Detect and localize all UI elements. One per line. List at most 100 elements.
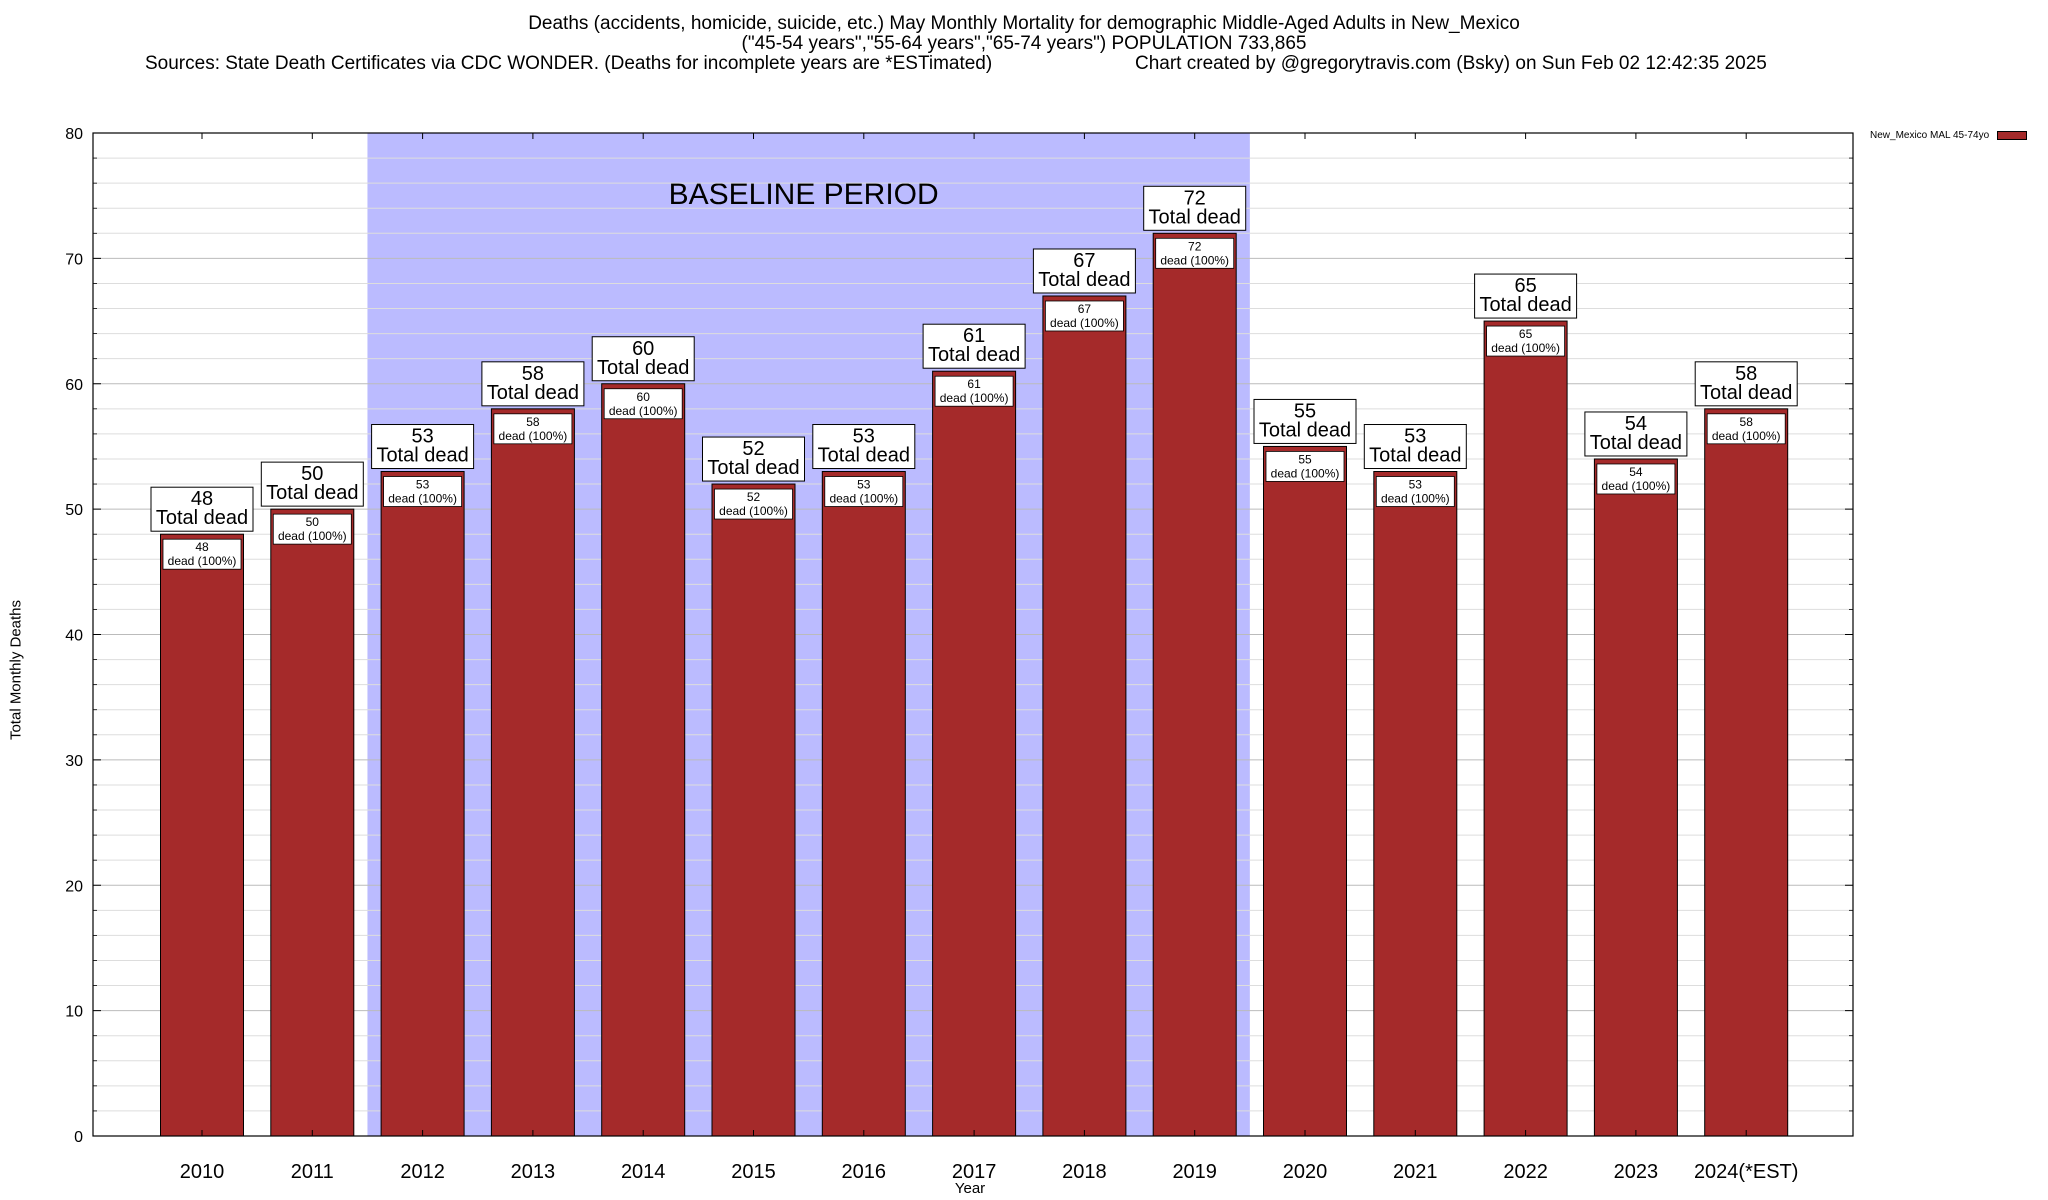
inner-percent-label: dead (100%) bbox=[829, 492, 898, 506]
chart-subtitle: ("45-54 years","55-64 years","65-74 year… bbox=[741, 33, 1307, 54]
bar-2014 bbox=[601, 383, 686, 1137]
data-label: 53 bbox=[411, 426, 433, 448]
y-tick-label: 50 bbox=[65, 502, 83, 519]
inner-value-label: 72 bbox=[1188, 239, 1202, 253]
bar-2017 bbox=[932, 370, 1017, 1137]
x-tick-label: 2021 bbox=[1393, 1161, 1438, 1183]
y-tick-label: 70 bbox=[65, 251, 83, 268]
inner-label-box bbox=[162, 538, 242, 570]
bar-2020 bbox=[1263, 445, 1347, 1137]
data-label: 60 bbox=[632, 338, 654, 360]
inner-label-box bbox=[1155, 237, 1235, 269]
inner-percent-label: dead (100%) bbox=[1602, 479, 1671, 493]
inner-value-label: 58 bbox=[1740, 415, 1754, 429]
bar-2022 bbox=[1483, 320, 1568, 1137]
inner-percent-label: dead (100%) bbox=[1271, 466, 1340, 480]
data-label: 48 bbox=[191, 488, 213, 510]
total-dead-label: Total dead bbox=[1369, 445, 1461, 467]
y-tick-label: 30 bbox=[65, 753, 83, 770]
inner-value-label: 54 bbox=[1629, 465, 1643, 479]
total-dead-label: Total dead bbox=[1700, 382, 1792, 404]
inner-percent-label: dead (100%) bbox=[1491, 341, 1560, 355]
total-dead-label: Total dead bbox=[1259, 419, 1351, 441]
total-label-box bbox=[591, 336, 695, 382]
data-label: 67 bbox=[1073, 250, 1095, 272]
x-tick-label: 2012 bbox=[400, 1161, 445, 1183]
legend: New_Mexico MAL 45-74yo bbox=[1870, 130, 2028, 141]
inner-value-label: 55 bbox=[1298, 452, 1312, 466]
total-label-box bbox=[1032, 248, 1136, 294]
inner-value-label: 50 bbox=[306, 515, 320, 529]
total-label-box bbox=[260, 461, 364, 507]
inner-value-label: 67 bbox=[1078, 302, 1092, 316]
total-label-box bbox=[812, 424, 916, 470]
legend-swatch bbox=[1997, 131, 2028, 140]
total-label-box bbox=[1584, 411, 1688, 457]
total-dead-label: Total dead bbox=[928, 344, 1020, 366]
bar-2015 bbox=[711, 483, 796, 1137]
chart-sources: Sources: State Death Certificates via CD… bbox=[145, 53, 993, 74]
x-tick-label: 2016 bbox=[842, 1161, 887, 1183]
inner-percent-label: dead (100%) bbox=[388, 492, 457, 506]
x-axis-label: Year bbox=[954, 1180, 986, 1197]
data-label: 58 bbox=[1735, 363, 1757, 385]
data-label: 72 bbox=[1184, 187, 1206, 209]
inner-label-box bbox=[1045, 300, 1124, 332]
bar-2013 bbox=[490, 408, 575, 1137]
total-label-box bbox=[1363, 424, 1467, 470]
total-label-box bbox=[1474, 273, 1578, 319]
bar-2023 bbox=[1593, 458, 1678, 1137]
y-tick-label: 0 bbox=[74, 1129, 83, 1146]
inner-label-box bbox=[1375, 476, 1455, 507]
y-tick-label: 80 bbox=[65, 126, 83, 143]
inner-value-label: 53 bbox=[857, 478, 871, 492]
total-label-box bbox=[150, 486, 254, 532]
axes: 0 10 20 30 40 50 60 70 80 bbox=[65, 126, 1854, 1146]
y-axis-label: Total Monthly Deaths bbox=[7, 599, 25, 741]
x-tick-label: 2018 bbox=[1062, 1161, 1107, 1183]
total-dead-label: Total dead bbox=[487, 382, 579, 404]
x-tick-label: 2014 bbox=[621, 1161, 666, 1183]
bar-2016 bbox=[821, 471, 906, 1137]
inner-label-box bbox=[1486, 325, 1565, 357]
inner-percent-label: dead (100%) bbox=[609, 404, 678, 418]
bar-2011 bbox=[270, 508, 355, 1137]
inner-value-label: 58 bbox=[526, 415, 540, 429]
x-tick-label: 2010 bbox=[180, 1161, 225, 1183]
bar-2010 bbox=[160, 533, 244, 1137]
inner-percent-label: dead (100%) bbox=[940, 391, 1009, 405]
inner-percent-label: dead (100%) bbox=[1050, 316, 1119, 330]
inner-percent-label: dead (100%) bbox=[1381, 492, 1450, 506]
inner-label-box bbox=[714, 488, 793, 520]
x-tick-label: 2022 bbox=[1503, 1161, 1548, 1183]
x-tick-label: 2020 bbox=[1283, 1161, 1328, 1183]
chart-title: Deaths (accidents, homicide, suicide, et… bbox=[528, 13, 1520, 34]
chart-credit: Chart created by @gregorytravis.com (Bsk… bbox=[1135, 53, 1767, 74]
total-dead-label: Total dead bbox=[376, 445, 468, 467]
inner-percent-label: dead (100%) bbox=[278, 529, 347, 543]
inner-label-box bbox=[1596, 463, 1676, 495]
data-label: 55 bbox=[1294, 400, 1316, 422]
total-dead-label: Total dead bbox=[707, 457, 799, 479]
total-label-box bbox=[481, 361, 585, 407]
total-label-box bbox=[1694, 361, 1798, 407]
inner-percent-label: dead (100%) bbox=[719, 504, 788, 518]
total-label-box bbox=[702, 436, 805, 482]
total-label-box bbox=[1253, 398, 1357, 444]
inner-value-label: 48 bbox=[195, 540, 209, 554]
x-tick-label: 2024(*EST) bbox=[1694, 1161, 1799, 1183]
data-label: 58 bbox=[522, 363, 544, 385]
total-label-box bbox=[922, 323, 1026, 369]
inner-percent-label: dead (100%) bbox=[168, 554, 237, 568]
data-label: 65 bbox=[1514, 275, 1536, 297]
x-tick-label: 2017 bbox=[952, 1161, 997, 1183]
total-dead-label: Total dead bbox=[1149, 206, 1241, 228]
inner-value-label: 61 bbox=[967, 377, 981, 391]
inner-value-label: 60 bbox=[637, 390, 651, 404]
x-tick-label: 2023 bbox=[1614, 1161, 1659, 1183]
inner-label-box bbox=[824, 476, 904, 507]
inner-label-box bbox=[603, 388, 683, 420]
bar-2024(*EST) bbox=[1704, 408, 1789, 1137]
inner-percent-label: dead (100%) bbox=[1160, 253, 1229, 267]
